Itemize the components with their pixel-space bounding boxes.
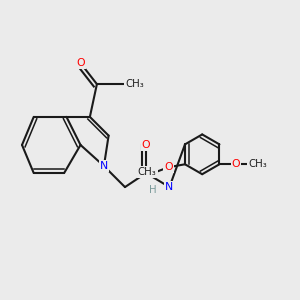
Text: CH₃: CH₃: [248, 159, 267, 169]
Text: N: N: [165, 182, 174, 192]
Text: O: O: [232, 159, 240, 169]
Text: O: O: [76, 58, 85, 68]
Text: CH₃: CH₃: [125, 79, 144, 89]
Text: H: H: [149, 185, 157, 195]
Text: N: N: [100, 161, 108, 171]
Text: CH₃: CH₃: [138, 167, 157, 177]
Text: O: O: [142, 140, 150, 150]
Text: O: O: [164, 162, 173, 172]
